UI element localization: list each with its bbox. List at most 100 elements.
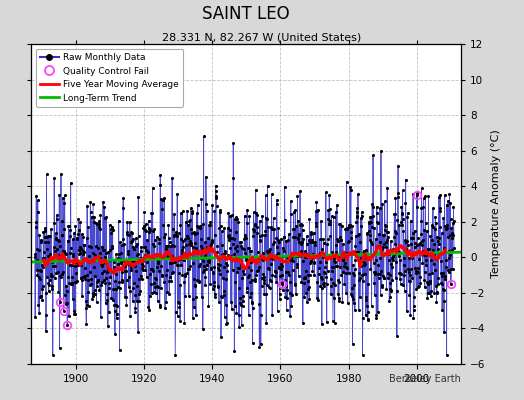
Point	[224, 232, 233, 238]
Point	[296, 188, 304, 194]
Point	[270, 255, 279, 262]
Point	[340, 262, 348, 269]
Point	[198, 294, 206, 300]
Point	[409, 307, 418, 314]
Point	[354, 191, 362, 197]
Point	[404, 266, 412, 272]
Point	[364, 316, 372, 323]
Point	[418, 260, 427, 266]
Point	[155, 240, 163, 246]
Point	[271, 252, 280, 258]
Point	[441, 276, 449, 282]
Point	[119, 258, 128, 264]
Point	[243, 207, 252, 213]
Point	[117, 279, 126, 285]
Point	[152, 252, 160, 258]
Point	[136, 256, 145, 262]
Point	[424, 246, 433, 252]
Point	[238, 244, 246, 251]
Point	[72, 270, 80, 276]
Point	[324, 215, 333, 222]
Point	[54, 252, 62, 258]
Point	[62, 300, 71, 306]
Point	[130, 291, 139, 298]
Point	[429, 224, 437, 230]
Point	[61, 292, 70, 298]
Point	[378, 245, 387, 252]
Point	[214, 282, 222, 289]
Point	[159, 234, 168, 240]
Point	[238, 303, 247, 310]
Point	[310, 230, 318, 236]
Point	[418, 185, 426, 192]
Point	[45, 233, 53, 239]
Point	[331, 262, 340, 269]
Point	[363, 230, 372, 236]
Point	[359, 277, 367, 284]
Point	[286, 290, 294, 296]
Point	[401, 176, 410, 183]
Point	[187, 240, 195, 246]
Point	[53, 212, 61, 218]
Point	[104, 268, 112, 274]
Point	[246, 266, 255, 273]
Point	[357, 263, 366, 269]
Point	[77, 262, 85, 268]
Point	[134, 194, 143, 200]
Point	[125, 284, 133, 290]
Point	[164, 222, 172, 228]
Point	[173, 262, 181, 268]
Point	[416, 240, 424, 247]
Point	[42, 233, 51, 240]
Point	[268, 226, 276, 232]
Point	[431, 214, 440, 220]
Point	[196, 236, 205, 242]
Point	[227, 256, 235, 263]
Point	[440, 298, 448, 304]
Point	[370, 280, 378, 287]
Point	[367, 218, 375, 225]
Point	[46, 276, 54, 283]
Point	[330, 255, 338, 261]
Point	[90, 219, 98, 226]
Point	[268, 272, 277, 278]
Point	[415, 256, 423, 263]
Point	[182, 242, 190, 248]
Point	[149, 241, 158, 248]
Point	[112, 302, 120, 309]
Point	[119, 195, 127, 202]
Point	[35, 274, 43, 280]
Point	[286, 312, 294, 319]
Point	[335, 221, 344, 228]
Point	[306, 238, 314, 245]
Text: Berkeley Earth: Berkeley Earth	[389, 374, 461, 384]
Point	[416, 280, 424, 286]
Point	[210, 278, 218, 285]
Point	[296, 221, 304, 228]
Point	[436, 270, 445, 276]
Point	[51, 236, 60, 242]
Point	[380, 241, 389, 247]
Point	[329, 280, 337, 286]
Point	[312, 208, 320, 215]
Point	[189, 296, 198, 302]
Point	[253, 229, 261, 236]
Point	[101, 254, 109, 260]
Point	[287, 211, 295, 217]
Point	[195, 278, 204, 285]
Point	[56, 298, 64, 305]
Point	[78, 293, 86, 300]
Point	[172, 255, 180, 262]
Point	[182, 254, 191, 260]
Point	[359, 250, 367, 256]
Point	[163, 243, 171, 249]
Point	[94, 277, 102, 284]
Point	[144, 218, 152, 224]
Point	[428, 222, 436, 228]
Point	[70, 311, 79, 317]
Point	[50, 253, 58, 259]
Point	[445, 255, 453, 262]
Point	[148, 185, 157, 192]
Point	[317, 236, 325, 242]
Point	[408, 250, 416, 256]
